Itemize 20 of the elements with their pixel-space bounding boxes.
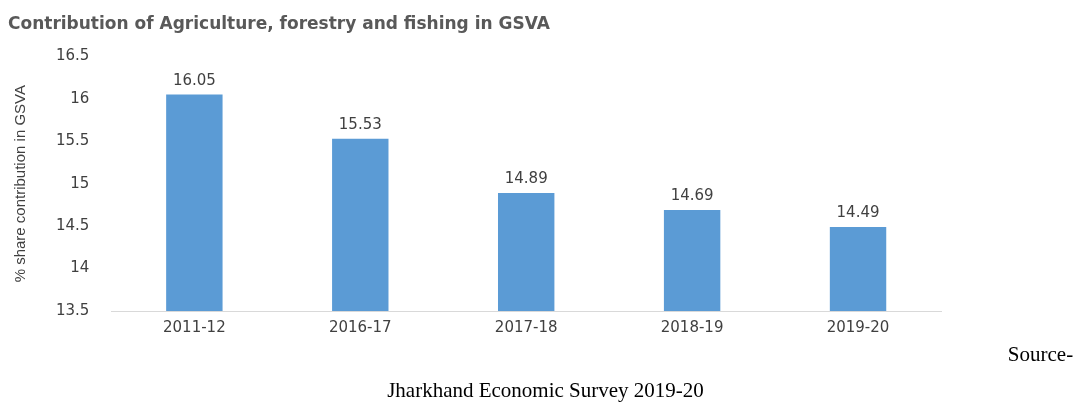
data-label: 14.49 [836,203,880,222]
x-tick-label: 2018-19 [660,317,724,336]
x-tick-label: 2017-18 [494,317,558,336]
chart-title: Contribution of Agriculture, forestry and fishing in GSVA [8,12,551,33]
y-tick-label: 16.5 [55,46,90,65]
x-tick-label: 2011-12 [163,317,226,336]
y-tick-label: 15 [70,173,90,192]
x-tick-label: 2016-17 [328,317,392,336]
data-label: 14.89 [504,169,548,188]
y-tick-label: 16 [70,88,90,107]
data-label: 15.53 [338,115,382,134]
y-tick-label: 13.5 [55,300,90,319]
text: Source- Jharkhand Economic Survey 2019-20 [387,342,1074,402]
y-tick-label: 14 [70,258,90,277]
y-tick-label: 14.5 [55,216,90,235]
y-tick-label: 15.5 [55,131,90,150]
data-label: 16.05 [172,70,216,89]
data-label: 14.69 [670,186,714,205]
y-axis-title: % share contribution in GSVA [11,85,29,283]
x-tick-label: 2019-20 [826,317,890,336]
